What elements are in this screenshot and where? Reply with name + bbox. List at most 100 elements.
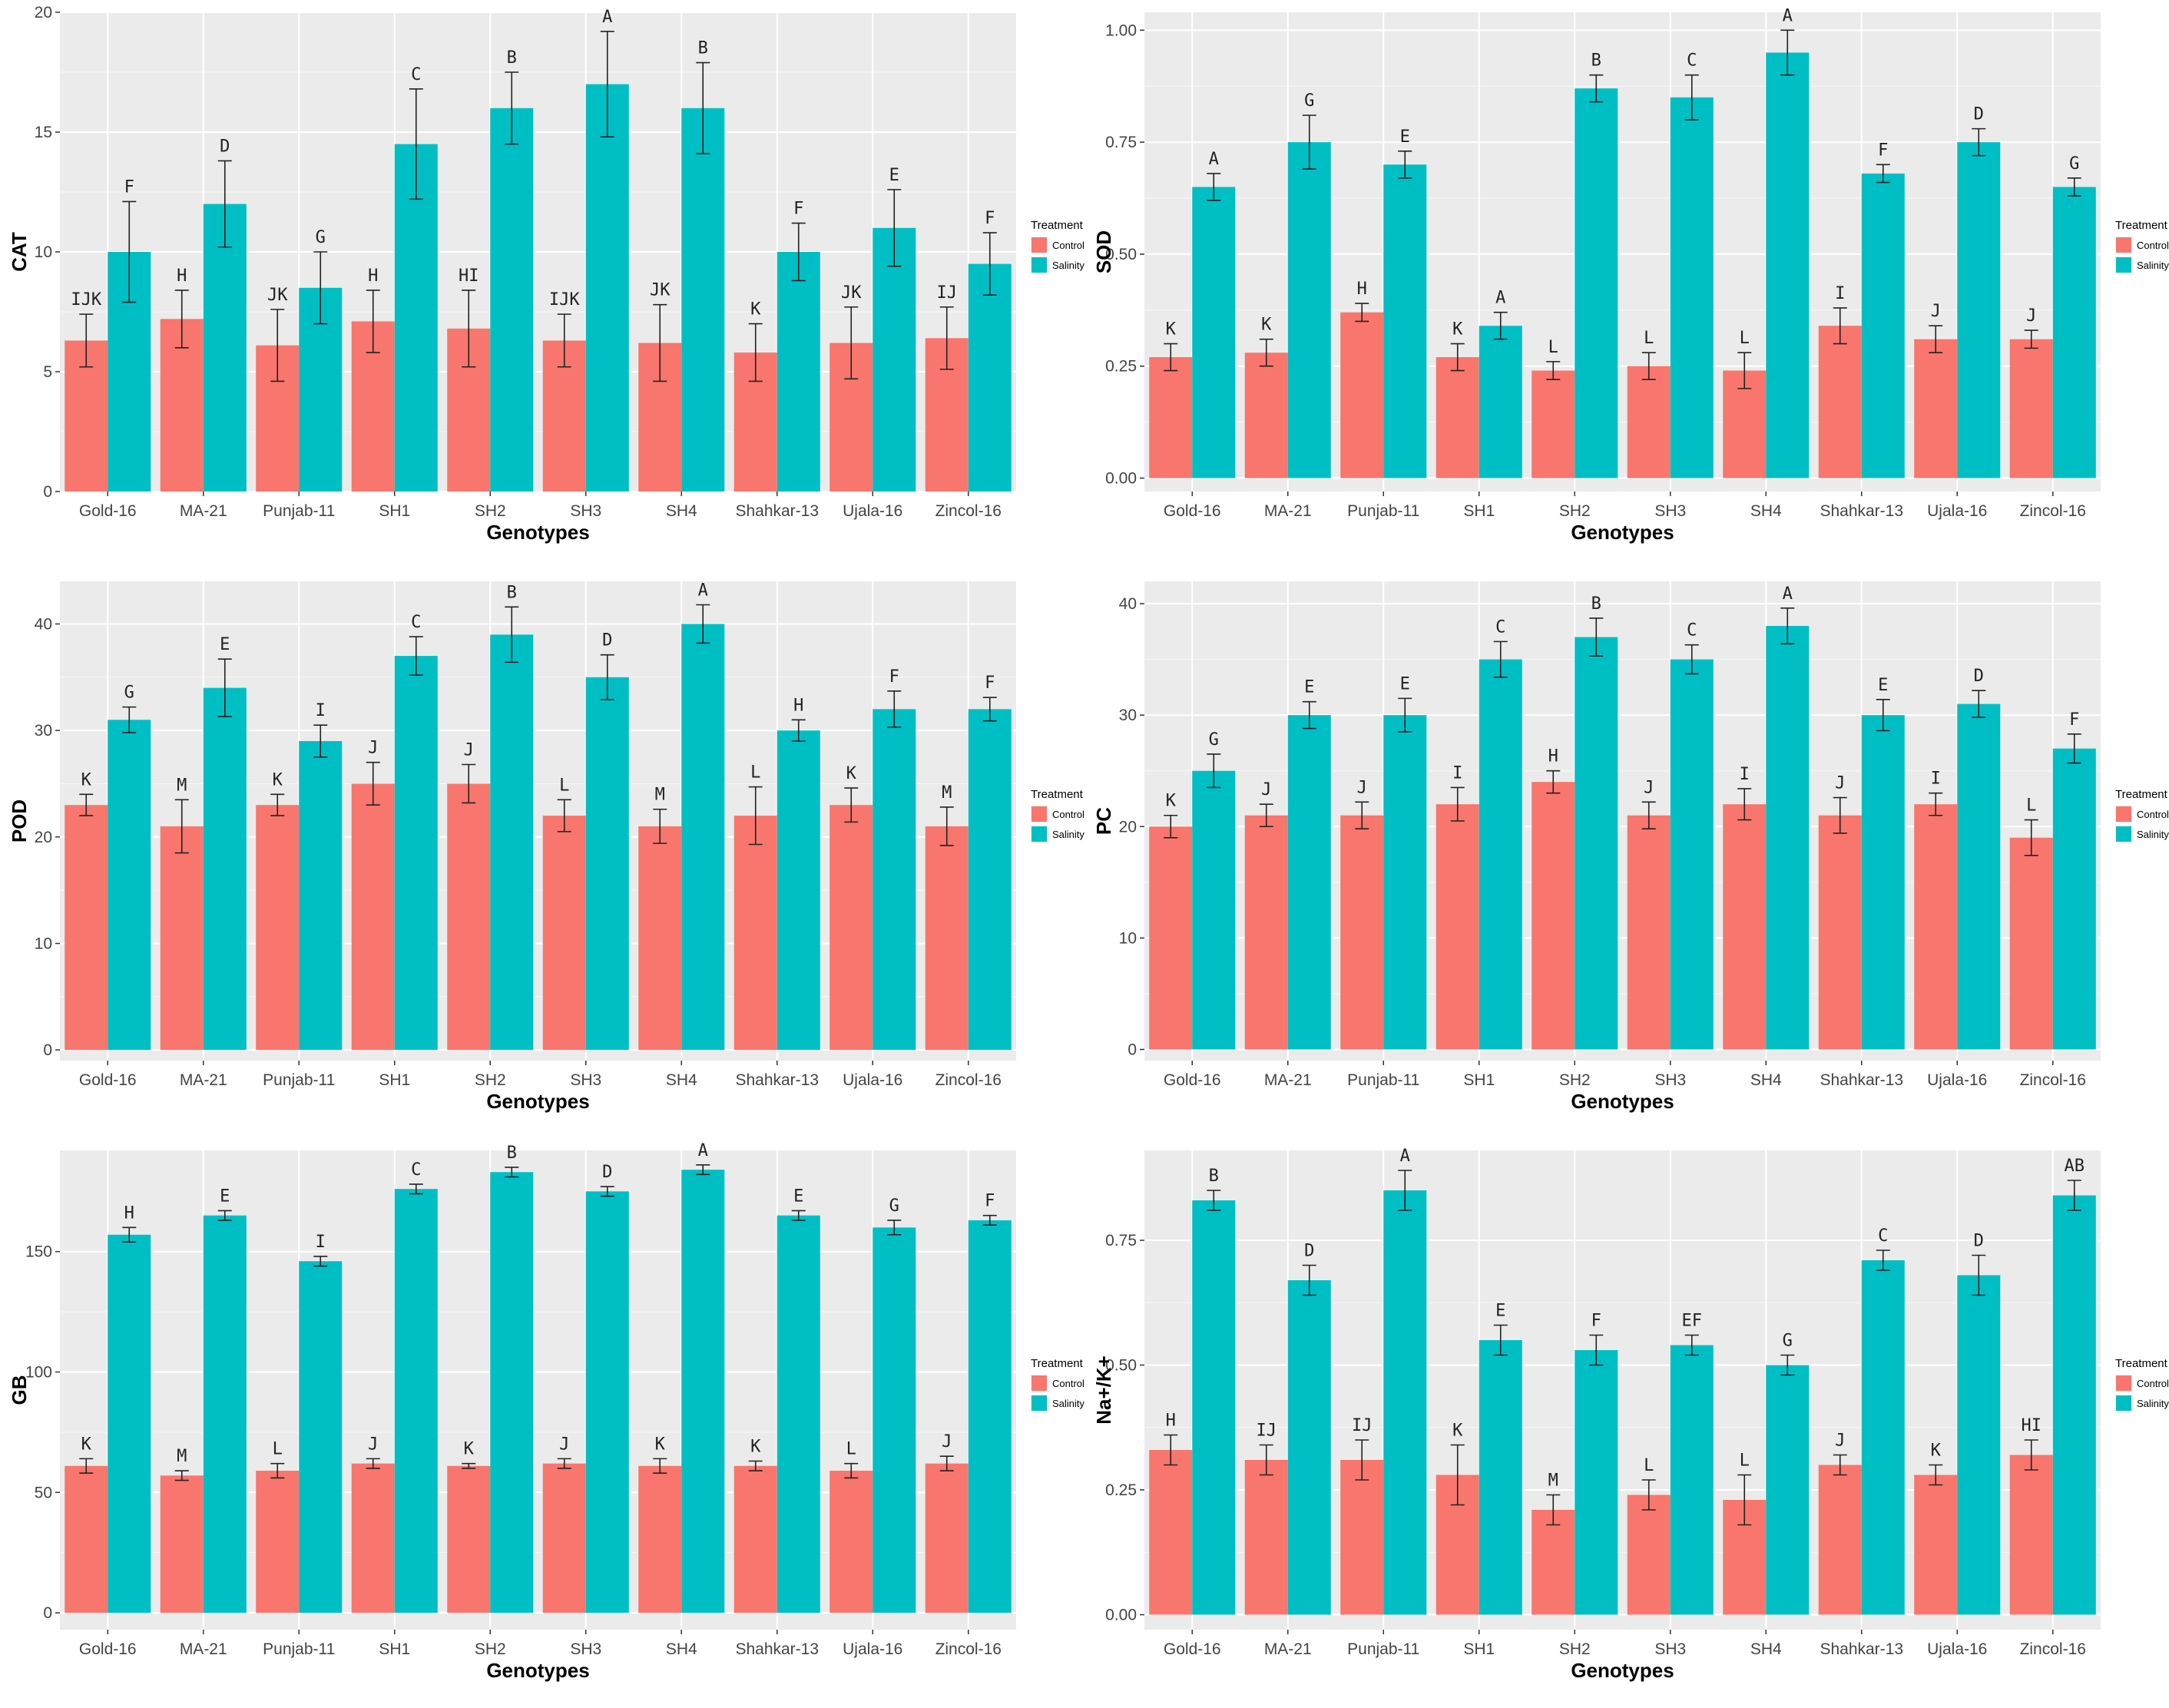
x-tick-label: Ujala-16	[1927, 1071, 1987, 1089]
significance-letter: J	[1931, 302, 1941, 321]
significance-letter: G	[1304, 91, 1314, 111]
x-tick-label: SH2	[1559, 1071, 1591, 1089]
significance-letter: K	[1166, 792, 1177, 811]
error-bar-control-ujala-16	[1929, 325, 1943, 354]
error-bar-salinity-sh2	[505, 71, 519, 145]
error-bar-salinity-sh1	[1493, 640, 1508, 678]
bar-control-sh3	[1627, 1494, 1671, 1615]
error-bar-salinity-ma-21	[1302, 114, 1316, 170]
significance-letter: K	[464, 1440, 475, 1459]
bar-salinity-gold-16	[1192, 770, 1236, 1050]
error-bar-control-ujala-16	[844, 787, 859, 823]
error-bar-salinity-shahkar-13	[1876, 699, 1890, 732]
error-bar-salinity-shahkar-13	[1876, 164, 1890, 184]
significance-letter: E	[793, 1187, 803, 1206]
significance-letter: IJ	[936, 283, 957, 303]
bar-salinity-punjab-11	[1383, 1190, 1427, 1615]
x-tick-label: Ujala-16	[1927, 1640, 1987, 1658]
error-bar-salinity-ujala-16	[1972, 127, 1986, 157]
significance-letter: M	[177, 776, 187, 795]
bar-control-zincol-16	[2009, 1455, 2053, 1615]
error-bar-control-sh3	[1641, 1479, 1656, 1511]
x-tick-label: Punjab-11	[1347, 1071, 1419, 1089]
x-tick-label: Zincol-16	[935, 502, 1002, 520]
y-tick-label: 0.50	[1105, 246, 1137, 263]
bar-salinity-ujala-16	[873, 709, 916, 1051]
error-bar-control-sh4	[1737, 1474, 1752, 1526]
error-bar-control-sh3	[1641, 352, 1656, 381]
bar-salinity-shahkar-13	[1861, 1260, 1905, 1615]
bar-control-ma-21	[1244, 353, 1288, 478]
bar-salinity-sh3	[585, 84, 629, 492]
significance-letter: D	[602, 631, 612, 650]
error-bar-salinity-sh1	[409, 1183, 423, 1195]
x-tick-label: Shahkar-13	[1820, 1640, 1903, 1658]
error-bar-control-zincol-16	[2024, 819, 2038, 856]
bar-control-sh3	[542, 1463, 586, 1614]
x-tick-label: Punjab-11	[1347, 502, 1419, 520]
legend-key-control	[2116, 237, 2131, 253]
y-tick-label: 0.75	[1105, 134, 1137, 151]
bar-control-sh3	[1627, 366, 1671, 478]
significance-letter: I	[1931, 770, 1941, 789]
error-bar-control-gold-16	[1164, 1434, 1178, 1466]
error-bar-salinity-zincol-16	[982, 697, 997, 722]
error-bar-salinity-ma-21	[217, 658, 232, 717]
error-bar-salinity-sh4	[696, 61, 710, 154]
chart-svg: 0 10 20 30 40 K G Gold-16 J E MA-21 J E Punjab-11 I C SH…	[1092, 581, 2169, 1113]
significance-letter: D	[220, 137, 230, 156]
error-bar-salinity-shahkar-13	[791, 222, 806, 282]
error-bar-salinity-punjab-11	[1398, 150, 1412, 179]
error-bar-salinity-zincol-16	[2067, 733, 2081, 764]
significance-letter: K	[81, 1435, 92, 1454]
significance-letter: IJ	[1352, 1416, 1373, 1435]
legend-key-salinity	[2116, 826, 2131, 842]
bar-salinity-ujala-16	[873, 1227, 916, 1614]
bar-control-sh1	[1436, 804, 1479, 1050]
legend-title: Treatment	[1031, 219, 1084, 232]
significance-letter: F	[985, 209, 995, 228]
x-tick-label: Ujala-16	[843, 1071, 902, 1089]
error-bar-control-ma-21	[174, 1470, 189, 1481]
x-tick-label: Punjab-11	[263, 1071, 335, 1089]
significance-letter: C	[1878, 1226, 1888, 1246]
error-bar-control-zincol-16	[939, 306, 954, 370]
legend-label-control: Control	[1052, 1378, 1084, 1389]
error-bar-salinity-shahkar-13	[791, 1210, 806, 1221]
error-bar-control-ma-21	[1259, 1444, 1273, 1476]
bar-control-sh4	[638, 1465, 682, 1614]
x-tick-label: SH1	[379, 1640, 410, 1658]
error-bar-control-sh3	[1641, 801, 1656, 829]
bar-salinity-ujala-16	[873, 227, 916, 492]
bar-control-sh2	[447, 1465, 491, 1614]
y-tick-label: 30	[35, 722, 52, 740]
x-tick-label: Gold-16	[79, 502, 137, 520]
error-bar-control-sh1	[1450, 1444, 1465, 1506]
significance-letter: K	[846, 764, 857, 783]
x-tick-label: SH1	[1463, 1640, 1495, 1658]
error-bar-salinity-sh3	[1684, 74, 1699, 121]
bar-control-sh2	[1532, 782, 1575, 1050]
bar-salinity-punjab-11	[299, 1261, 343, 1614]
x-tick-label: Ujala-16	[843, 502, 902, 520]
x-tick-label: MA-21	[1264, 1640, 1312, 1658]
bar-salinity-ujala-16	[1957, 703, 2001, 1050]
error-bar-salinity-sh4	[1780, 1354, 1795, 1376]
legend-label-control: Control	[2137, 1378, 2169, 1389]
cat-chart: 0 5 10 15 20 IJK F Gold-16 H D MA-21 JK G Punjab-11 H C…	[0, 0, 1084, 569]
significance-letter: A	[1783, 6, 1793, 25]
legend-title: Treatment	[1031, 788, 1084, 801]
error-bar-control-punjab-11	[270, 793, 285, 816]
significance-letter: JK	[267, 286, 288, 305]
significance-letter: D	[1974, 1232, 1984, 1251]
x-tick-label: SH4	[666, 1640, 697, 1658]
bar-control-zincol-16	[2009, 339, 2053, 478]
y-tick-label: 0	[1128, 1041, 1137, 1058]
y-tick-label: 10	[35, 243, 52, 261]
error-bar-control-punjab-11	[270, 1462, 285, 1479]
bar-control-ma-21	[160, 1475, 204, 1614]
y-tick-label: 100	[25, 1363, 52, 1381]
error-bar-salinity-punjab-11	[313, 1256, 328, 1267]
significance-letter: C	[1687, 621, 1697, 640]
sod-chart: 0.00 0.25 0.50 0.75 1.00 K A Gold-16 K G MA-21 H E Pu…	[1084, 0, 2169, 569]
